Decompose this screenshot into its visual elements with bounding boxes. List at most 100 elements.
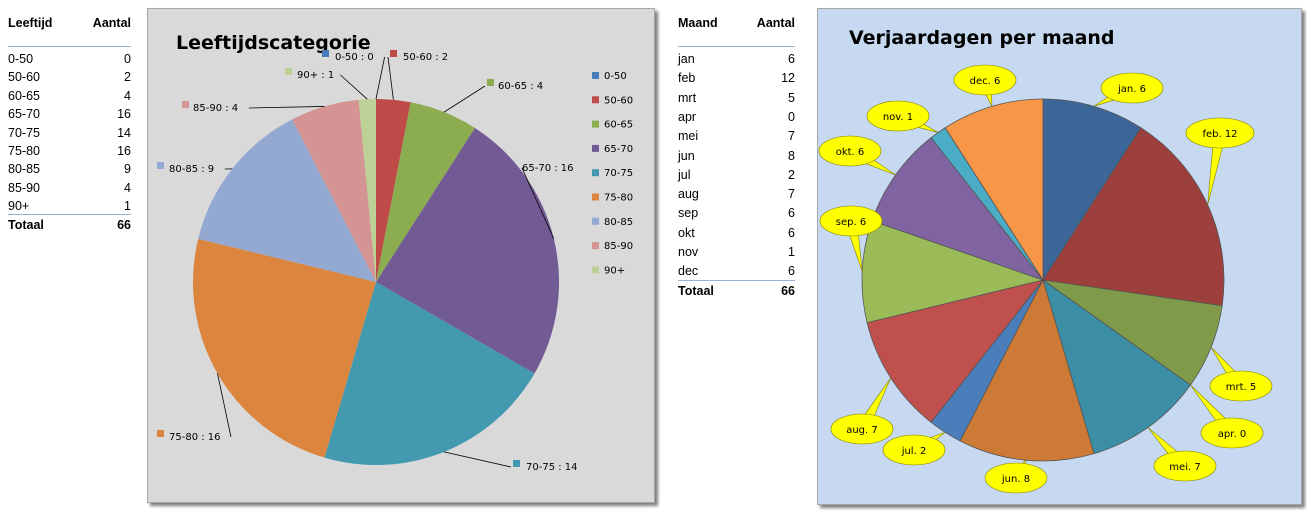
callout-mrt: mrt. 5 <box>1209 347 1273 402</box>
cell-label: 65-70 <box>8 107 40 122</box>
callout-bubble <box>1100 72 1164 104</box>
pie-slice-mei <box>1042 279 1191 455</box>
cell-value: 0 <box>788 109 795 124</box>
table-row: nov 1 <box>678 244 795 260</box>
callout-feb: feb. 12 <box>1185 117 1255 205</box>
data-label: apr. 0 <box>1218 429 1246 440</box>
cell-value: 14 <box>117 125 131 140</box>
cell-label: 50-60 <box>8 70 40 85</box>
callout-bubble <box>866 100 930 132</box>
table-row: 75-80 16 <box>8 143 131 159</box>
cell-value: 2 <box>788 167 795 182</box>
pie-slice-75-80 <box>192 238 376 458</box>
leader-line <box>387 56 394 100</box>
cell-value: 16 <box>117 107 131 122</box>
cell-label: Maand <box>678 16 718 30</box>
data-label: mei. 7 <box>1169 462 1200 473</box>
callout-bubble <box>818 135 882 167</box>
cell-label: aug <box>678 187 699 202</box>
data-label: jun. 8 <box>1001 474 1030 485</box>
table-row: 80-85 9 <box>8 161 131 177</box>
cell-value: 6 <box>788 264 795 279</box>
data-label: 75-80 : 16 <box>169 432 221 443</box>
cell-value: 5 <box>788 90 795 105</box>
legend-marker <box>592 96 599 104</box>
pie-slice-90+ <box>358 99 376 282</box>
cell-value: 1 <box>124 199 131 214</box>
leader-line <box>217 373 232 438</box>
cell-value: 66 <box>117 217 131 232</box>
data-label: jan. 6 <box>1117 84 1146 95</box>
cell-value: 9 <box>124 162 131 177</box>
callout-jul: jul. 2 <box>882 431 946 466</box>
callout-bubble <box>1209 370 1273 402</box>
data-label-marker <box>322 50 329 57</box>
cell-label: sep <box>678 206 699 221</box>
cell-value: 12 <box>781 71 795 86</box>
table-row: okt 6 <box>678 225 795 241</box>
legend-marker <box>592 169 599 177</box>
data-label: 0-50 : 0 <box>335 52 374 63</box>
table-row: 60-65 4 <box>8 88 131 104</box>
callout-nov: nov. 1 <box>866 100 939 133</box>
leader-line <box>521 167 555 240</box>
table-header: Leeftijd Aantal <box>8 15 131 31</box>
callout-bubble <box>819 205 883 237</box>
cell-label: dec <box>678 264 699 279</box>
pie-slice-60-65 <box>376 102 475 283</box>
data-label-marker <box>513 460 520 467</box>
table-total-row: Totaal 66 <box>678 283 795 299</box>
callout-aug: aug. 7 <box>830 377 894 445</box>
cell-label: Totaal <box>8 217 44 232</box>
legend-marker <box>592 193 599 201</box>
legend-marker <box>592 120 599 128</box>
table-row: mrt 5 <box>678 90 795 106</box>
legend-marker <box>592 144 599 152</box>
data-label: okt. 6 <box>836 147 865 158</box>
legend-item: 65-70 <box>604 144 633 155</box>
data-label: 70-75 : 14 <box>526 462 578 473</box>
table-row: jun 8 <box>678 148 795 164</box>
cell-label: mrt <box>678 90 697 105</box>
cell-value: 4 <box>124 180 131 195</box>
cell-label: 60-65 <box>8 88 40 103</box>
cell-label: mei <box>678 129 699 144</box>
table-row: aug 7 <box>678 186 795 202</box>
legend-item: 0-50 <box>604 71 627 82</box>
cell-label: jul <box>678 167 691 182</box>
pie-slice-70-75 <box>324 282 535 465</box>
cell-value: Aantal <box>756 16 795 30</box>
pie-slice-80-85 <box>198 119 376 282</box>
table-row: sep 6 <box>678 205 795 221</box>
data-label: sep. 6 <box>836 217 866 228</box>
callout-okt: okt. 6 <box>818 135 896 176</box>
data-label-marker <box>285 68 292 75</box>
cell-value: 16 <box>117 144 131 158</box>
leader-line <box>375 56 385 100</box>
pie-slice-85-90 <box>292 99 376 282</box>
data-label: 80-85 : 9 <box>169 164 214 175</box>
data-label: 90+ : 1 <box>297 70 334 81</box>
pie-slice-50-60 <box>376 99 411 282</box>
callout-bubble <box>953 64 1017 96</box>
cell-label: 85-90 <box>8 180 40 195</box>
cell-label: 80-85 <box>8 162 40 177</box>
data-label-marker <box>157 162 164 169</box>
callout-mei: mei. 7 <box>1147 427 1217 482</box>
cell-label: feb <box>678 71 696 86</box>
cell-label: 75-80 <box>8 144 40 158</box>
cell-label: Totaal <box>678 283 714 298</box>
table-total-row: Totaal 66 <box>8 217 131 233</box>
legend-item: 90+ <box>604 265 625 276</box>
data-label-marker <box>182 101 189 108</box>
cell-value: 8 <box>788 148 795 163</box>
data-label-marker <box>157 430 164 437</box>
cell-value: 1 <box>788 245 795 259</box>
table-row: 90+ 1 <box>8 198 131 214</box>
data-label: jul. 2 <box>901 446 927 457</box>
data-label: 60-65 : 4 <box>498 81 543 92</box>
table-row: 85-90 4 <box>8 180 131 196</box>
leader-line <box>443 85 486 113</box>
cell-label: 70-75 <box>8 125 40 140</box>
